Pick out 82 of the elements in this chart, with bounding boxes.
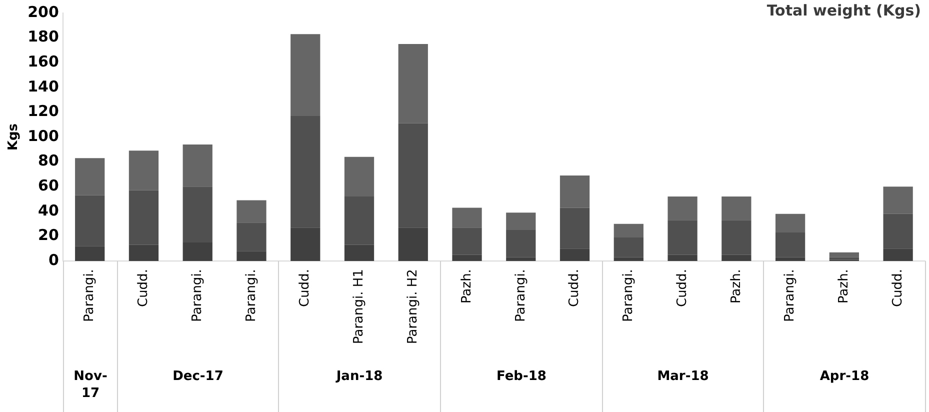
bar	[75, 158, 105, 196]
bar	[506, 212, 536, 230]
x-tick-label: Pazh.	[836, 269, 852, 304]
bar	[128, 244, 159, 262]
bar	[775, 257, 806, 262]
bar	[560, 175, 590, 208]
bar	[668, 220, 698, 255]
bar	[128, 190, 159, 245]
x-tick-label: Parangi.	[82, 269, 98, 322]
bar	[883, 186, 913, 214]
bar	[182, 242, 212, 262]
bar	[775, 232, 806, 258]
bar	[668, 196, 698, 220]
y-tick-label: 180	[28, 28, 59, 46]
y-tick-label: 160	[28, 52, 59, 70]
bar	[722, 196, 752, 220]
y-tick-label: 200	[28, 2, 59, 21]
bar	[182, 186, 212, 242]
bar	[722, 254, 752, 262]
bar	[236, 251, 266, 262]
bar	[614, 224, 644, 238]
bar	[398, 123, 428, 228]
text: Feb-18	[496, 368, 546, 384]
x-tick-label: Parangi.	[621, 269, 636, 322]
y-tick-label: 80	[38, 152, 59, 170]
x-tick-label: Cudd.	[674, 269, 690, 308]
bar	[398, 44, 428, 124]
y-tick-label: 140	[28, 77, 59, 96]
x-tick-label: Cudd.	[567, 269, 582, 308]
y-tick-label: 100	[28, 126, 59, 145]
bar	[668, 254, 698, 262]
text: Apr-18	[820, 368, 870, 384]
text: Jan-18	[335, 368, 383, 384]
chart-title: Total weight (Kgs)	[766, 1, 921, 20]
bar	[344, 156, 374, 197]
x-tick-label: Parangi. H1	[352, 269, 367, 344]
bar	[883, 248, 913, 262]
bar	[344, 196, 374, 245]
x-tick-label: Parangi.	[190, 269, 205, 322]
x-tick-label: Pazh.	[459, 269, 474, 304]
bar	[614, 257, 644, 262]
bar	[75, 246, 105, 262]
bar	[290, 228, 320, 262]
bar	[128, 150, 159, 190]
bar	[236, 222, 266, 252]
bar	[452, 228, 482, 255]
bar	[344, 244, 374, 262]
y-axis-title: Kgs	[6, 123, 22, 151]
y-tick-label: 120	[28, 102, 59, 120]
x-tick-label: Pazh.	[728, 269, 744, 304]
x-tick-label: Cudd.	[890, 269, 906, 308]
text: Dec-17	[172, 368, 224, 384]
bar	[75, 195, 105, 246]
bar	[722, 220, 752, 255]
bar	[560, 248, 590, 262]
bar	[829, 252, 859, 258]
y-tick-label: 60	[38, 176, 59, 195]
bar	[452, 254, 482, 262]
bar	[290, 34, 320, 116]
x-tick-label: Cudd.	[136, 269, 152, 308]
bar	[829, 257, 859, 260]
bar	[398, 228, 428, 262]
x-tick-label: Parangi.	[782, 269, 798, 322]
bar	[614, 237, 644, 258]
bar	[506, 257, 536, 262]
bar	[290, 116, 320, 228]
bar	[236, 200, 266, 223]
bar	[560, 208, 590, 249]
y-tick-label: 0	[48, 250, 59, 269]
text: Mar-18	[657, 368, 709, 384]
text: Nov-17	[74, 368, 108, 401]
bar	[452, 208, 482, 228]
x-tick-label: Parangi. H2	[406, 269, 421, 344]
bar	[775, 214, 806, 233]
bar	[506, 230, 536, 258]
x-tick-label: Cudd.	[298, 269, 313, 308]
x-tick-label: Parangi.	[244, 269, 259, 322]
x-tick-label: Parangi.	[513, 269, 528, 322]
bar	[182, 144, 212, 187]
y-tick-label: 20	[38, 226, 59, 244]
y-tick-label: 40	[38, 201, 59, 220]
bar	[883, 214, 913, 249]
